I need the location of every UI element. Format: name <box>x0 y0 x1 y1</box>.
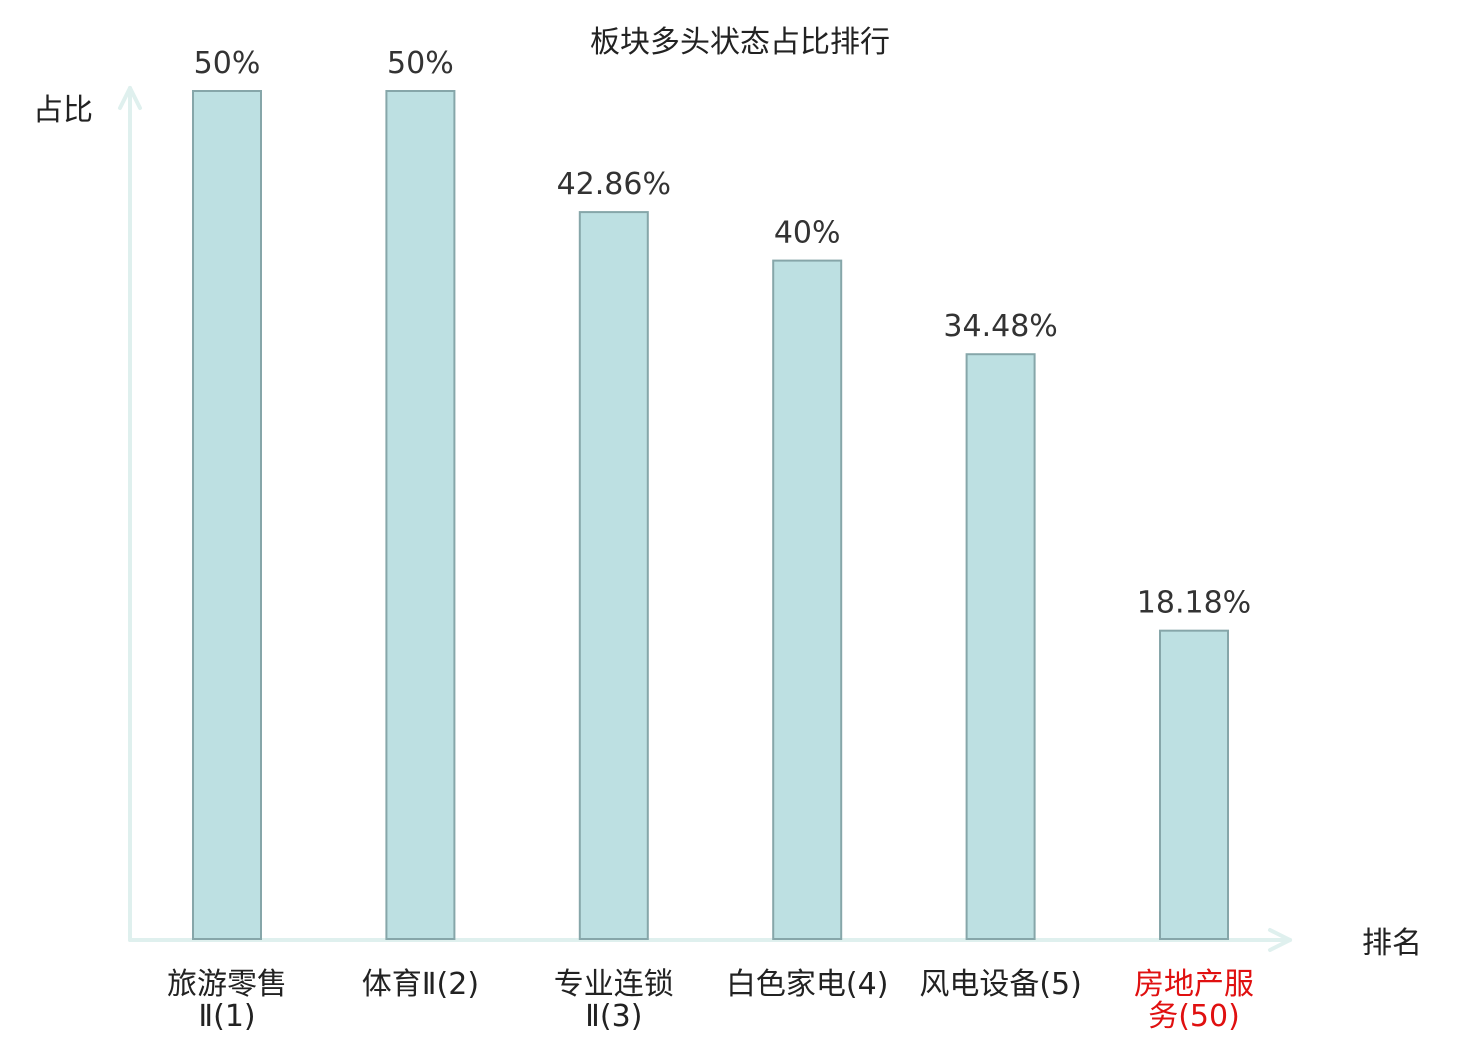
value-label-6: 18.18% <box>1137 586 1251 621</box>
bar-4 <box>772 259 843 941</box>
bar-2 <box>385 90 456 940</box>
x-axis-arrow-upper <box>1268 928 1292 942</box>
category-label-2: 体育Ⅱ(2) <box>362 967 479 1002</box>
value-label-5: 34.48% <box>943 309 1057 344</box>
value-label-2: 50% <box>387 46 454 81</box>
category-label-1-line-2: Ⅱ(1) <box>198 999 255 1034</box>
chart-title: 板块多头状态占比排行 <box>590 25 890 60</box>
bar-6 <box>1159 629 1229 940</box>
category-label-3-line-1: 专业连锁 <box>554 967 674 1002</box>
y-axis-label: 占比 <box>33 93 93 128</box>
bar-3 <box>578 211 649 940</box>
category-label-5: 风电设备(5) <box>919 967 1082 1002</box>
category-label-6-line-2: 务(50) <box>1148 999 1240 1034</box>
value-label-4: 40% <box>774 216 841 251</box>
category-label-4: 白色家电(4) <box>726 967 889 1002</box>
value-label-1: 50% <box>194 46 261 81</box>
category-label-3-line-2: Ⅱ(3) <box>585 999 642 1034</box>
x-axis-label: 排名 <box>1362 926 1422 961</box>
value-labels: 50% 50% 42.86% 40% 34.48% 18.18% <box>194 46 1252 621</box>
axes <box>118 86 1292 952</box>
x-axis-arrow-lower <box>1268 938 1292 952</box>
bar-5 <box>965 353 1036 941</box>
bars <box>192 90 1229 941</box>
y-axis-arrow-left <box>118 86 132 110</box>
category-label-6-line-1: 房地产服 <box>1134 967 1254 1002</box>
category-label-1-line-1: 旅游零售 <box>167 967 287 1002</box>
bar-1 <box>192 90 262 940</box>
y-axis-arrow-right <box>128 86 142 110</box>
value-label-3: 42.86% <box>557 167 671 202</box>
